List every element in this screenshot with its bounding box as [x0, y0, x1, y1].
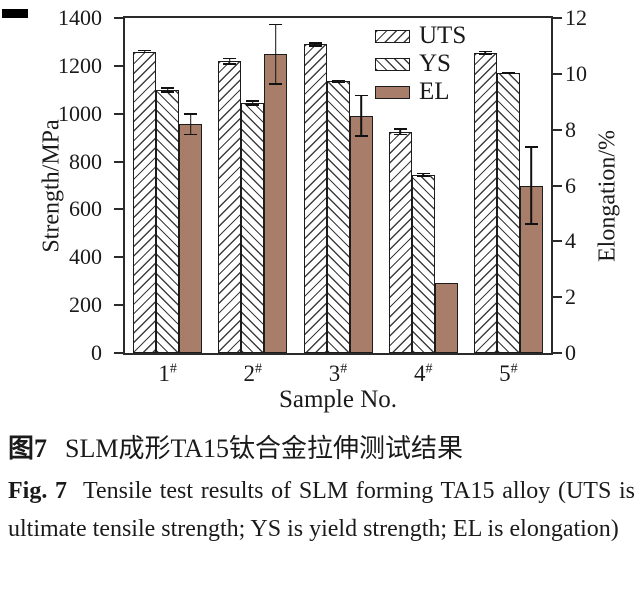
errorbar-UTS-1	[138, 49, 152, 54]
caption-chinese-text: SLM成形TA15钛合金拉伸测试结果	[65, 434, 464, 463]
left-axis-title: Strength/MPa	[38, 119, 65, 253]
left-axis-tick-label: 1000	[58, 100, 102, 126]
left-axis-tick	[114, 208, 123, 211]
bar-EL-3	[349, 115, 373, 353]
left-axis-tick-label: 1400	[58, 5, 102, 30]
errorbar-UTS-3	[308, 41, 322, 47]
right-axis-tick-label: 8	[565, 116, 576, 142]
right-axis-tick-label: 10	[565, 60, 587, 86]
errorbar-YS-1	[161, 86, 175, 93]
x-category-label: 4#	[413, 361, 433, 386]
legend-swatch-EL	[375, 85, 410, 99]
left-axis-tick	[114, 17, 123, 19]
right-axis-tick-label: 2	[565, 284, 576, 310]
errorbar-UTS-2	[223, 57, 237, 65]
bar-YS-5	[496, 73, 520, 353]
right-axis-tick-label: 12	[565, 5, 587, 30]
legend-label-UTS: UTS	[419, 22, 467, 49]
bar-YS-2	[241, 102, 265, 353]
legend-item-UTS: UTS	[375, 22, 467, 49]
errorbar-YS-2	[246, 100, 260, 106]
bar-YS-1	[156, 89, 180, 353]
bar-UTS-1	[133, 51, 157, 353]
legend-label-YS: YS	[419, 50, 451, 77]
x-category-label: 3#	[328, 361, 348, 386]
left-axis-tick	[114, 112, 123, 115]
bar-YS-4	[411, 174, 435, 353]
errorbar-YS-5	[501, 71, 515, 75]
bar-UTS-2	[218, 61, 242, 353]
left-axis-tick-label: 200	[69, 292, 102, 318]
caption-english-label: Fig. 7	[8, 478, 68, 504]
errorbar-EL-5	[524, 146, 538, 225]
x-axis-title: Sample No.	[278, 386, 398, 413]
legend-swatch-YS	[375, 57, 410, 71]
plot-area: UTS YS EL	[123, 16, 553, 355]
right-axis-tick	[553, 296, 562, 299]
page-edge-artifact	[2, 9, 28, 18]
legend-item-EL: EL	[375, 78, 466, 105]
left-axis-tick-label: 1200	[58, 52, 102, 78]
errorbar-UTS-5	[478, 50, 492, 55]
errorbar-YS-3	[331, 79, 345, 84]
caption-english-text: Tensile test results of SLM forming TA15…	[8, 478, 636, 542]
chart-legend: UTS YS EL	[375, 22, 467, 108]
bar-EL-1	[179, 124, 203, 353]
legend-item-YS: YS	[375, 50, 466, 77]
caption-chinese-label: 图7	[8, 434, 48, 463]
right-axis-tick	[553, 17, 562, 19]
left-axis-tick-label: 800	[69, 148, 102, 174]
bar-UTS-3	[303, 44, 327, 353]
x-category-label: 1#	[158, 361, 177, 386]
left-axis-tick-label: 600	[69, 196, 102, 222]
errorbar-YS-4	[416, 172, 430, 177]
left-axis-tick	[114, 64, 123, 67]
left-axis-tick-label: 0	[91, 340, 102, 365]
right-axis-tick	[553, 72, 562, 75]
errorbar-UTS-4	[393, 128, 407, 136]
x-category-label: 2#	[243, 361, 263, 386]
right-axis-tick-label: 4	[565, 228, 576, 254]
errorbar-EL-3	[354, 94, 368, 137]
bar-UTS-4	[388, 131, 412, 353]
right-axis-title: Elongation/%	[594, 130, 621, 262]
left-axis-tick-label: 400	[69, 244, 102, 270]
bar-EL-4	[434, 283, 458, 353]
caption-chinese: 图7 SLM成形TA15钛合金拉伸测试结果	[8, 432, 635, 466]
right-axis-tick	[553, 184, 562, 187]
left-axis-tick	[114, 160, 123, 163]
right-axis-tick-label: 0	[565, 340, 576, 365]
tensile-results-chart: Strength/MPa Elongation/% UTS YS EL Sample…	[38, 5, 621, 413]
legend-swatch-UTS	[375, 29, 410, 43]
bar-UTS-5	[473, 52, 497, 353]
left-axis-tick	[114, 352, 123, 354]
right-axis-tick	[553, 352, 562, 354]
bar-EL-2	[264, 54, 288, 353]
right-axis-tick	[553, 240, 562, 243]
legend-label-EL: EL	[419, 78, 450, 105]
x-category-label: 5#	[499, 361, 518, 386]
bar-YS-3	[326, 81, 350, 353]
errorbar-EL-2	[269, 23, 283, 85]
right-axis-tick	[553, 128, 562, 131]
left-axis-tick	[114, 304, 123, 307]
left-axis-tick	[114, 256, 123, 259]
right-axis-tick-label: 6	[565, 172, 576, 198]
errorbar-EL-1	[184, 112, 198, 136]
caption-english: Fig. 7 Tensile test results of SLM formin…	[8, 472, 635, 548]
